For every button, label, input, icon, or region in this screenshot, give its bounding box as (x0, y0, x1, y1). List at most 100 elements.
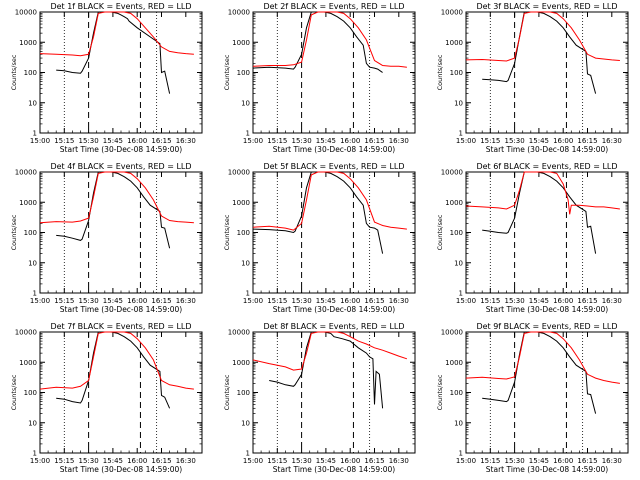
y-tick-label: 100 (450, 389, 463, 397)
panel-title: Det 6f BLACK = Events, RED = LLD (476, 162, 617, 171)
y-tick-label: 10 (241, 99, 250, 107)
y-tick-label: 1000 (19, 359, 37, 367)
x-tick-label: 15:45 (103, 457, 123, 465)
x-axis-label: Start Time (30-Dec-08 14:59:00) (273, 305, 395, 314)
x-axis-label: Start Time (30-Dec-08 14:59:00) (60, 465, 182, 474)
x-tick-label: 16:00 (553, 297, 573, 305)
chart-panel: Det 9f BLACK = Events, RED = LLD 1 10 100 10… (436, 322, 629, 474)
series-line-lld (39, 11, 194, 57)
x-tick-label: 15:00 (243, 137, 263, 145)
x-tick-label: 15:45 (529, 297, 549, 305)
x-tick-label: 15:30 (505, 137, 525, 145)
x-tick-label: 16:30 (602, 457, 622, 465)
y-tick-label: 100 (237, 229, 250, 237)
x-tick-label: 15:30 (505, 457, 525, 465)
x-tick-label: 16:15 (364, 297, 384, 305)
x-tick-label: 16:30 (176, 457, 196, 465)
chart-panel: Det 7f BLACK = Events, RED = LLD 1 10 100 10… (10, 322, 203, 474)
x-tick-label: 16:30 (389, 297, 409, 305)
x-axis-label: Start Time (30-Dec-08 14:59:00) (486, 145, 608, 154)
panel-title: Det 9f BLACK = Events, RED = LLD (476, 322, 617, 331)
y-tick-label: 1 (246, 450, 250, 458)
x-tick-label: 15:15 (480, 137, 500, 145)
series-line-events (269, 331, 384, 409)
x-tick-label: 16:30 (389, 137, 409, 145)
x-tick-label: 15:45 (316, 457, 336, 465)
y-tick-label: 10000 (441, 9, 463, 17)
panel-title: Det 2f BLACK = Events, RED = LLD (263, 2, 404, 11)
y-axis-label: Counts/sec (10, 374, 18, 410)
y-tick-label: 10000 (15, 169, 37, 177)
y-tick-label: 10 (454, 419, 463, 427)
x-tick-label: 15:15 (480, 457, 500, 465)
y-tick-label: 1000 (232, 39, 250, 47)
x-tick-label: 16:15 (577, 137, 597, 145)
y-tick-label: 10000 (15, 329, 37, 337)
x-tick-label: 15:00 (456, 137, 476, 145)
x-tick-label: 15:15 (267, 137, 287, 145)
y-tick-label: 100 (237, 389, 250, 397)
y-axis-label: Counts/sec (436, 214, 444, 250)
x-tick-label: 16:00 (127, 457, 147, 465)
x-tick-label: 15:30 (292, 457, 312, 465)
y-tick-label: 10000 (441, 329, 463, 337)
x-axis-label: Start Time (30-Dec-08 14:59:00) (60, 305, 182, 314)
y-tick-label: 10 (28, 419, 37, 427)
series-line-lld (39, 331, 194, 390)
x-tick-label: 15:00 (456, 297, 476, 305)
x-tick-label: 16:15 (151, 457, 171, 465)
x-tick-label: 15:15 (54, 137, 74, 145)
y-axis-label: Counts/sec (223, 54, 231, 90)
y-tick-label: 1000 (232, 359, 250, 367)
x-tick-label: 15:45 (529, 457, 549, 465)
y-tick-label: 10 (241, 259, 250, 267)
y-tick-label: 1000 (445, 39, 463, 47)
x-tick-label: 15:15 (267, 297, 287, 305)
y-axis-label: Counts/sec (223, 214, 231, 250)
x-tick-label: 15:45 (103, 137, 123, 145)
y-axis-label: Counts/sec (10, 214, 18, 250)
x-tick-label: 16:15 (577, 457, 597, 465)
series-line-events (252, 11, 383, 73)
x-tick-label: 16:00 (340, 137, 360, 145)
x-tick-label: 16:30 (602, 137, 622, 145)
x-tick-label: 15:45 (529, 137, 549, 145)
series-line-lld (465, 331, 620, 384)
y-tick-label: 1000 (19, 39, 37, 47)
x-tick-label: 16:00 (553, 137, 573, 145)
x-tick-label: 15:00 (243, 457, 263, 465)
y-tick-label: 100 (450, 229, 463, 237)
series-line-events (56, 11, 171, 94)
x-tick-label: 15:30 (292, 137, 312, 145)
y-tick-label: 100 (24, 69, 37, 77)
x-tick-label: 15:45 (316, 137, 336, 145)
y-tick-label: 1 (459, 290, 463, 298)
x-tick-label: 16:30 (176, 297, 196, 305)
y-tick-label: 10000 (228, 169, 250, 177)
x-tick-label: 15:45 (103, 297, 123, 305)
panel-title: Det 4f BLACK = Events, RED = LLD (50, 162, 191, 171)
chart-panel: Det 6f BLACK = Events, RED = LLD 1 10 100 10… (436, 162, 629, 314)
series-line-lld (465, 171, 620, 215)
y-axis-label: Counts/sec (436, 374, 444, 410)
series-line-events (482, 171, 597, 254)
y-axis-label: Counts/sec (436, 54, 444, 90)
x-tick-label: 15:30 (79, 457, 99, 465)
panel-title: Det 8f BLACK = Events, RED = LLD (263, 322, 404, 331)
y-tick-label: 100 (24, 389, 37, 397)
x-axis-label: Start Time (30-Dec-08 14:59:00) (60, 145, 182, 154)
x-tick-label: 15:45 (316, 297, 336, 305)
series-line-lld (252, 11, 407, 68)
x-axis-label: Start Time (30-Dec-08 14:59:00) (273, 145, 395, 154)
y-tick-label: 10 (28, 259, 37, 267)
x-axis-label: Start Time (30-Dec-08 14:59:00) (486, 465, 608, 474)
y-tick-label: 10000 (441, 169, 463, 177)
x-axis-label: Start Time (30-Dec-08 14:59:00) (273, 465, 395, 474)
y-tick-label: 1 (33, 130, 37, 138)
x-tick-label: 15:30 (79, 297, 99, 305)
series-line-lld (465, 11, 620, 62)
x-tick-label: 16:15 (364, 137, 384, 145)
x-tick-label: 16:00 (127, 297, 147, 305)
x-tick-label: 15:15 (54, 297, 74, 305)
y-tick-label: 10 (454, 259, 463, 267)
